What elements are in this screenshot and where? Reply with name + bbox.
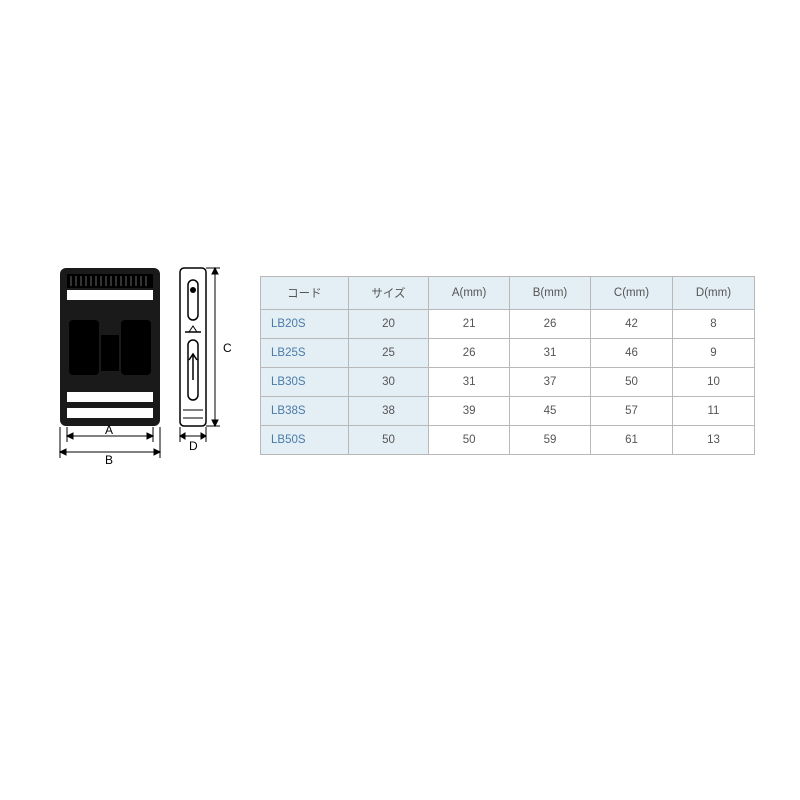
cell-d: 11 [672, 396, 754, 425]
col-code: コード [261, 276, 349, 309]
cell-code: LB50S [261, 425, 349, 454]
buckle-side [180, 268, 206, 426]
cell-d: 9 [672, 338, 754, 367]
table-row: LB38S 38 39 45 57 11 [261, 396, 755, 425]
dim-c: C [206, 268, 232, 426]
cell-b: 45 [510, 396, 591, 425]
table-row: LB25S 25 26 31 46 9 [261, 338, 755, 367]
spec-table-wrap: コード サイズ A(mm) B(mm) C(mm) D(mm) LB20S 20… [260, 276, 755, 455]
cell-b: 31 [510, 338, 591, 367]
cell-b: 26 [510, 309, 591, 338]
dim-c-label: C [223, 341, 232, 355]
cell-d: 13 [672, 425, 754, 454]
cell-d: 8 [672, 309, 754, 338]
buckle-diagram: C A B [45, 260, 235, 470]
cell-a: 50 [429, 425, 510, 454]
cell-size: 20 [348, 309, 428, 338]
col-d: D(mm) [672, 276, 754, 309]
table-row: LB50S 50 50 59 61 13 [261, 425, 755, 454]
table-row: LB30S 30 31 37 50 10 [261, 367, 755, 396]
cell-c: 57 [590, 396, 672, 425]
cell-b: 37 [510, 367, 591, 396]
table-header-row: コード サイズ A(mm) B(mm) C(mm) D(mm) [261, 276, 755, 309]
dim-d: D [180, 427, 206, 453]
cell-a: 31 [429, 367, 510, 396]
cell-c: 46 [590, 338, 672, 367]
cell-size: 50 [348, 425, 428, 454]
cell-a: 39 [429, 396, 510, 425]
buckle-main [57, 268, 164, 426]
cell-code: LB20S [261, 309, 349, 338]
cell-d: 10 [672, 367, 754, 396]
cell-size: 38 [348, 396, 428, 425]
dim-d-label: D [189, 439, 198, 453]
col-c: C(mm) [590, 276, 672, 309]
spec-table: コード サイズ A(mm) B(mm) C(mm) D(mm) LB20S 20… [260, 276, 755, 455]
table-row: LB20S 20 21 26 42 8 [261, 309, 755, 338]
dim-b-label: B [105, 453, 113, 467]
cell-size: 25 [348, 338, 428, 367]
dim-a-label: A [105, 423, 113, 437]
content-row: C A B [45, 260, 755, 470]
cell-b: 59 [510, 425, 591, 454]
cell-code: LB38S [261, 396, 349, 425]
buckle-svg: C A B [45, 260, 235, 470]
cell-a: 26 [429, 338, 510, 367]
cell-code: LB30S [261, 367, 349, 396]
col-size: サイズ [348, 276, 428, 309]
cell-size: 30 [348, 367, 428, 396]
cell-c: 42 [590, 309, 672, 338]
col-b: B(mm) [510, 276, 591, 309]
cell-code: LB25S [261, 338, 349, 367]
cell-c: 50 [590, 367, 672, 396]
cell-a: 21 [429, 309, 510, 338]
col-a: A(mm) [429, 276, 510, 309]
cell-c: 61 [590, 425, 672, 454]
